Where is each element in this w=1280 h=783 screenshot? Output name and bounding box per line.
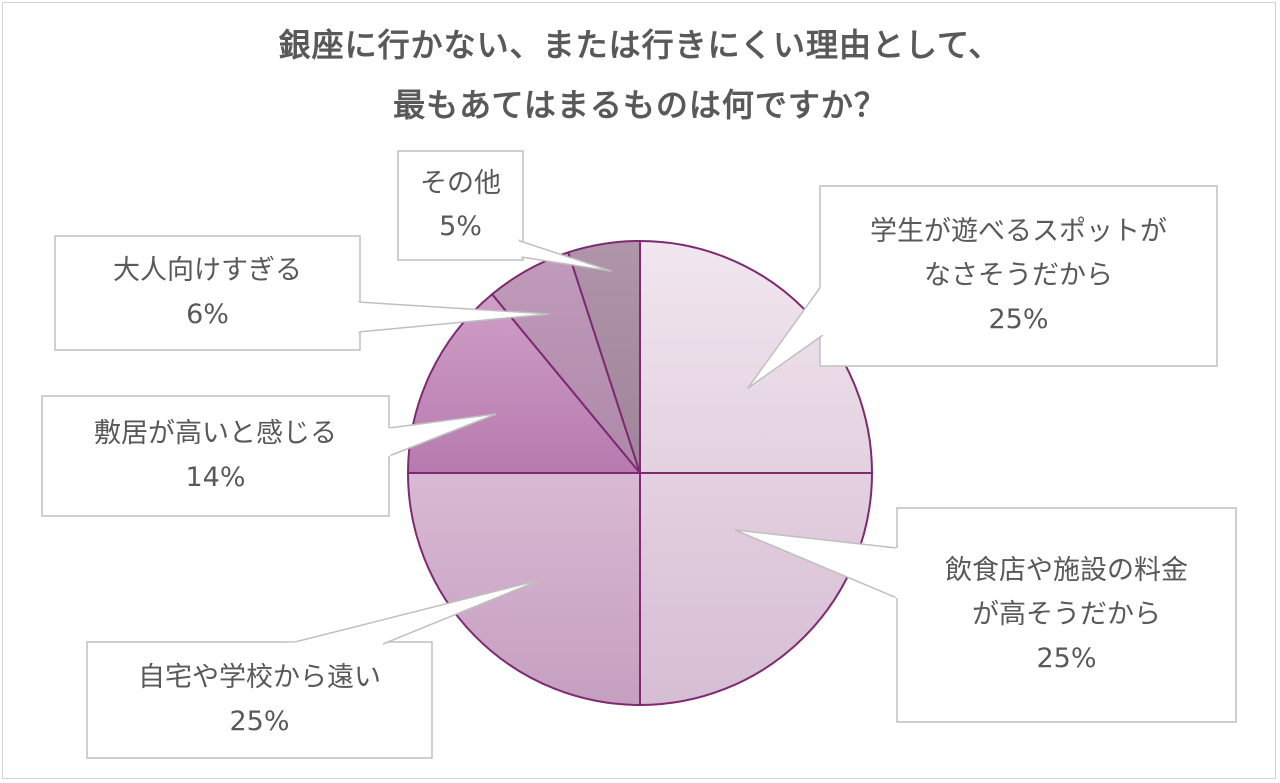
callout-pointer-2 <box>286 579 541 645</box>
callout-category-line: その他 <box>420 167 501 199</box>
callout-box-5 <box>397 150 524 261</box>
callout-category-line: なさそうだから <box>924 260 1113 292</box>
callout-pointer-4 <box>357 301 550 333</box>
chart-title-line2: 最もあてはまるものは何ですか？ <box>393 86 887 124</box>
callout-value: 25% <box>988 303 1049 335</box>
callout-box-4 <box>54 235 361 351</box>
callout-value: 6% <box>186 298 229 330</box>
callout-leaders <box>41 150 1237 759</box>
callout-category-line: 飲食店や施設の料金 <box>945 555 1188 587</box>
callout-pointer-5 <box>516 239 612 272</box>
callout-label-5: その他 5% <box>398 162 523 249</box>
callout-pointer-3 <box>388 413 497 457</box>
callout-label-2: 自宅や学校から遠い 25% <box>87 656 432 743</box>
callout-category-line: 自宅や学校から遠い <box>138 662 381 694</box>
chart-title-line1: 銀座に行かない、または行きにくい理由として、 <box>278 26 1002 64</box>
callout-value: 14% <box>185 461 246 493</box>
callout-pointer-0 <box>747 284 824 389</box>
callout-label-4: 大人向けすぎる 6% <box>55 249 360 336</box>
callout-category-line: 学生が遊べるスポットが <box>870 216 1167 248</box>
callout-value: 25% <box>229 705 290 737</box>
pie-slice-5 <box>567 240 641 474</box>
pie-slices <box>407 240 873 706</box>
callout-label-0: 学生が遊べるスポットが なさそうだから 25% <box>820 210 1217 341</box>
pie-slice-1 <box>639 472 873 706</box>
callout-pointer-1 <box>734 529 898 599</box>
callout-category-line: 大人向けすぎる <box>113 255 302 287</box>
callout-category-line: 敷居が高いと感じる <box>94 418 337 450</box>
callout-label-1: 飲食店や施設の料金 が高そうだから 25% <box>897 549 1236 680</box>
callout-label-3: 敷居が高いと感じる 14% <box>42 412 389 499</box>
callout-box-2 <box>86 641 433 759</box>
callout-value: 25% <box>1036 642 1097 674</box>
callout-box-1 <box>896 507 1237 723</box>
callout-category-line: が高そうだから <box>972 599 1161 631</box>
pie-slice-2 <box>407 472 641 706</box>
pie-slice-3 <box>407 293 641 474</box>
callout-value: 5% <box>439 211 482 243</box>
callout-box-0 <box>819 185 1218 367</box>
